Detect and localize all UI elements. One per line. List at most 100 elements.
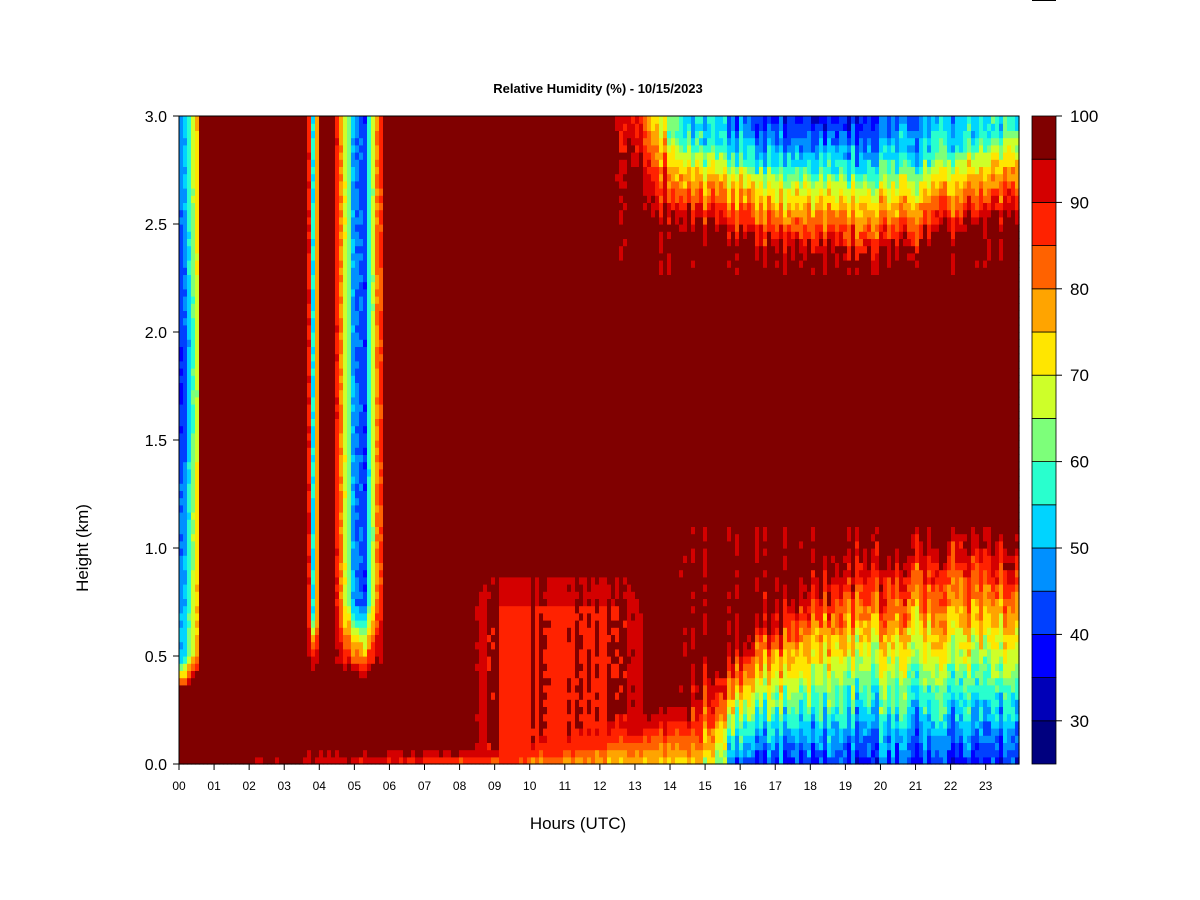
heatmap-cell	[203, 519, 208, 527]
heatmap-cell	[299, 684, 304, 693]
heatmap-cell	[299, 692, 304, 700]
heatmap-cell	[323, 324, 328, 333]
heatmap-cell	[239, 152, 244, 160]
heatmap-cell	[211, 670, 216, 679]
heatmap-cell	[319, 670, 324, 679]
heatmap-cell	[271, 648, 276, 657]
heatmap-cell	[347, 576, 352, 585]
heatmap-cell	[179, 303, 184, 311]
heatmap-cell	[367, 742, 372, 751]
heatmap-cell	[179, 224, 184, 232]
heatmap-cell	[311, 476, 316, 484]
heatmap-cell	[371, 720, 376, 729]
heatmap-cell	[355, 468, 360, 477]
heatmap-cell	[271, 130, 276, 139]
heatmap-cell	[195, 720, 200, 729]
heatmap-cell	[287, 504, 292, 513]
heatmap-cell	[275, 209, 280, 218]
heatmap-cell	[311, 324, 316, 333]
heatmap-cell	[351, 389, 356, 398]
heatmap-cell	[255, 692, 260, 700]
heatmap-cell	[235, 598, 240, 607]
heatmap-cell	[247, 526, 252, 535]
heatmap-cell	[307, 195, 312, 203]
heatmap-cell	[199, 598, 204, 607]
heatmap-cell	[311, 663, 316, 671]
heatmap-cell	[307, 648, 312, 657]
heatmap-cell	[323, 555, 328, 563]
heatmap-cell	[255, 159, 260, 167]
heatmap-cell	[219, 670, 224, 679]
heatmap-cell	[187, 332, 192, 340]
heatmap-cell	[379, 605, 384, 614]
heatmap-cell	[271, 267, 276, 275]
heatmap-cell	[327, 238, 332, 247]
heatmap-cell	[219, 396, 224, 405]
heatmap-cell	[219, 634, 224, 643]
heatmap-cell	[271, 612, 276, 621]
heatmap-cell	[343, 166, 348, 175]
heatmap-cell	[395, 137, 400, 146]
heatmap-cell	[275, 382, 280, 391]
heatmap-cell	[183, 418, 188, 427]
heatmap-cell	[183, 648, 188, 657]
heatmap-cell	[179, 209, 184, 218]
heatmap-cell	[183, 576, 188, 585]
heatmap-cell	[259, 569, 264, 578]
heatmap-cell	[327, 260, 332, 268]
heatmap-cell	[231, 670, 236, 679]
heatmap-cell	[355, 317, 360, 326]
heatmap-cell	[399, 756, 404, 765]
heatmap-cell	[207, 526, 212, 535]
heatmap-cell	[331, 404, 336, 412]
heatmap-cell	[311, 612, 316, 621]
heatmap-cell	[323, 447, 328, 455]
heatmap-cell	[247, 706, 252, 715]
heatmap-cell	[363, 274, 368, 283]
heatmap-cell	[195, 123, 200, 131]
heatmap-cell	[299, 267, 304, 275]
heatmap-cell	[271, 540, 276, 549]
heatmap-cell	[267, 375, 272, 383]
heatmap-cell	[303, 612, 308, 621]
heatmap-cell	[179, 389, 184, 398]
heatmap-cell	[251, 310, 256, 319]
heatmap-cell	[379, 663, 384, 671]
heatmap-cell	[371, 540, 376, 549]
heatmap-cell	[211, 130, 216, 139]
heatmap-cell	[227, 396, 232, 405]
heatmap-cell	[351, 555, 356, 563]
heatmap-cell	[295, 130, 300, 139]
heatmap-cell	[359, 620, 364, 628]
heatmap-cell	[379, 720, 384, 729]
heatmap-cell	[295, 504, 300, 513]
heatmap-cell	[183, 238, 188, 247]
heatmap-cell	[203, 252, 208, 261]
heatmap-cell	[339, 504, 344, 513]
heatmap-cell	[211, 684, 216, 693]
heatmap-cell	[199, 245, 204, 254]
heatmap-cell	[391, 483, 396, 491]
heatmap-cell	[215, 245, 220, 254]
heatmap-cell	[255, 123, 260, 131]
heatmap-cell	[195, 368, 200, 376]
heatmap-cell	[187, 540, 192, 549]
heatmap-cell	[391, 274, 396, 283]
heatmap-cell	[399, 584, 404, 592]
heatmap-cell	[323, 188, 328, 196]
heatmap-cell	[347, 526, 352, 535]
heatmap-cell	[195, 310, 200, 319]
heatmap-cell	[199, 418, 204, 427]
heatmap-cell	[335, 418, 340, 427]
heatmap-cell	[347, 317, 352, 326]
heatmap-cell	[371, 130, 376, 139]
heatmap-cell	[287, 317, 292, 326]
heatmap-cell	[323, 116, 328, 124]
heatmap-cell	[243, 706, 248, 715]
heatmap-cell	[319, 440, 324, 448]
heatmap-cell	[343, 130, 348, 139]
heatmap-cell	[335, 238, 340, 247]
heatmap-cell	[299, 612, 304, 621]
heatmap-cell	[399, 706, 404, 715]
heatmap-cell	[183, 332, 188, 340]
